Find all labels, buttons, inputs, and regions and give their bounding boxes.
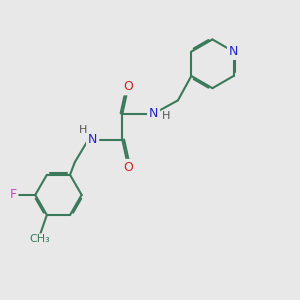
Text: CH₃: CH₃ (29, 234, 50, 244)
Text: F: F (9, 188, 16, 201)
Text: N: N (88, 134, 97, 146)
Text: N: N (149, 107, 158, 120)
Text: N: N (229, 45, 238, 58)
Text: H: H (162, 111, 170, 121)
Text: O: O (123, 80, 133, 94)
Text: O: O (123, 161, 133, 174)
Text: H: H (79, 125, 87, 135)
